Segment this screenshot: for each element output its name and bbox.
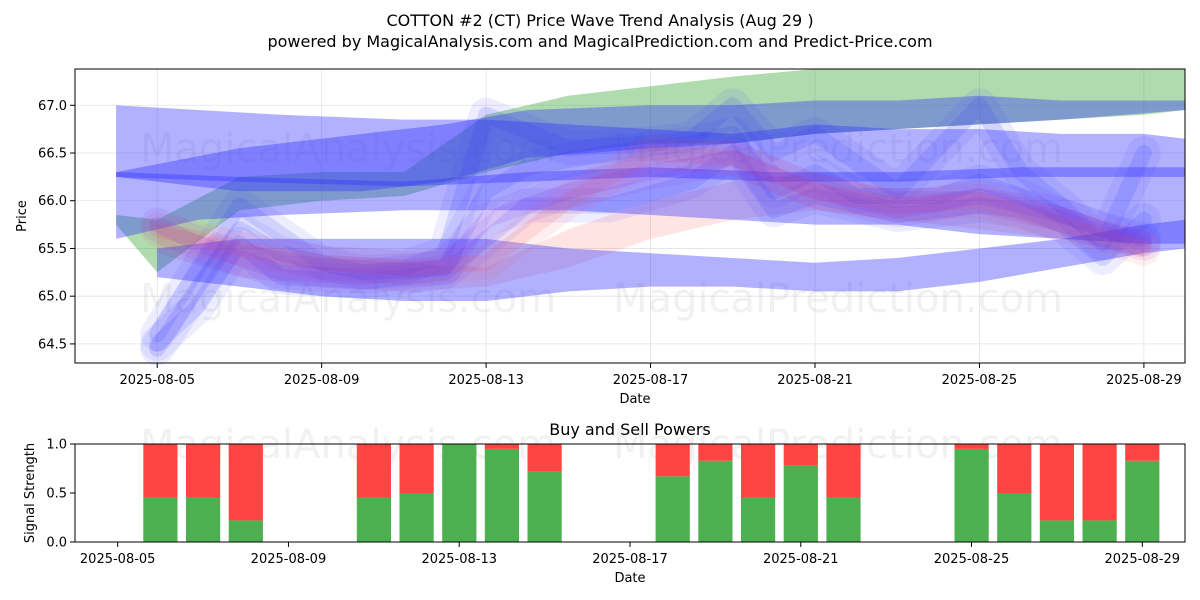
price-y-axis-label: Price	[15, 200, 30, 232]
sell-bar	[399, 444, 434, 493]
buy-bar	[997, 493, 1032, 542]
buy-bar	[356, 497, 391, 542]
wave-glow	[140, 116, 1161, 366]
x-tick-label: 2025-08-13	[421, 552, 497, 567]
sell-bar	[1039, 444, 1074, 521]
wave-path	[149, 125, 1152, 357]
price-y-ticks: 64.5 65.0 65.5 66.0 66.5 67.0	[38, 99, 75, 352]
signal-x-axis-label: Date	[614, 571, 645, 586]
signal-chart-title: Buy and Sell Powers	[549, 420, 711, 439]
buy-bar	[1125, 460, 1160, 542]
price-x-axis-label: Date	[619, 392, 650, 407]
blue-trend-band	[116, 167, 1186, 187]
y-tick-label: 65.0	[38, 290, 67, 305]
x-tick-label: 2025-08-09	[251, 552, 327, 567]
y-tick-label: 66.0	[38, 194, 67, 209]
sell-bar	[783, 444, 818, 466]
sell-bar	[997, 444, 1032, 493]
y-tick-label: 1.0	[46, 438, 67, 453]
x-tick-label: 2025-08-09	[284, 373, 360, 388]
y-tick-label: 67.0	[38, 99, 67, 114]
wave-glow	[140, 136, 1161, 285]
x-tick-label: 2025-08-29	[1105, 552, 1181, 567]
price-bands	[116, 69, 1186, 301]
sell-bar	[356, 444, 391, 498]
x-tick-label: 2025-08-21	[763, 552, 839, 567]
price-chart: MagicalAnalysis.com MagicalPrediction.co…	[15, 68, 1186, 407]
wave-path	[149, 145, 1152, 276]
price-waves	[140, 88, 1161, 366]
buy-bar	[143, 497, 178, 542]
signal-x-ticks: 2025-08-05 2025-08-09 2025-08-13 2025-08-17…	[80, 542, 1180, 567]
wave-glow	[140, 140, 1161, 295]
x-tick-label: 2025-08-21	[777, 373, 853, 388]
sell-bar	[1082, 444, 1117, 521]
sell-bar	[484, 444, 519, 449]
sell-bar	[1125, 444, 1160, 461]
chart-title: COTTON #2 (CT) Price Wave Trend Analysis…	[386, 11, 813, 30]
x-tick-label: 2025-08-17	[613, 373, 689, 388]
wave-glow	[140, 88, 1161, 352]
blue-trend-band	[157, 219, 1186, 301]
buy-bar	[698, 460, 733, 542]
price-grid	[75, 69, 1185, 363]
buy-bar	[783, 465, 818, 542]
x-tick-label: 2025-08-17	[592, 552, 668, 567]
buy-bar	[228, 520, 263, 542]
buy-bar	[442, 444, 477, 542]
buy-bar	[741, 497, 776, 542]
buy-bar	[954, 448, 989, 542]
buy-bar	[1082, 520, 1117, 542]
signal-y-axis-label: Signal Strength	[23, 443, 38, 543]
x-tick-label: 2025-08-25	[942, 373, 1018, 388]
x-tick-label: 2025-08-05	[80, 552, 156, 567]
y-tick-label: 64.5	[38, 337, 67, 352]
sell-bar	[655, 444, 690, 477]
x-tick-label: 2025-08-05	[119, 373, 195, 388]
y-tick-label: 66.5	[38, 147, 67, 162]
watermark-text: MagicalPrediction.com	[613, 276, 1063, 322]
buy-bar	[655, 476, 690, 542]
blue-trend-band	[116, 105, 1186, 244]
price-x-ticks: 2025-08-05 2025-08-09 2025-08-13 2025-08-17…	[119, 363, 1182, 388]
x-tick-label: 2025-08-13	[448, 373, 524, 388]
sell-bar	[954, 444, 989, 449]
y-tick-label: 65.5	[38, 242, 67, 257]
wave-path	[149, 97, 1152, 343]
buy-bar	[186, 497, 221, 542]
price-plot-frame	[74, 68, 1186, 364]
chart-subtitle: powered by MagicalAnalysis.com and Magic…	[267, 32, 932, 51]
buy-bar	[399, 493, 434, 542]
sell-bar	[527, 444, 562, 472]
buy-bar	[527, 471, 562, 542]
x-tick-label: 2025-08-29	[1106, 373, 1182, 388]
signal-bars	[143, 444, 1160, 542]
blue-trend-band	[116, 95, 1186, 192]
watermark-group: MagicalAnalysis.com MagicalPrediction.co…	[140, 126, 1063, 322]
sell-bar	[143, 444, 178, 498]
y-tick-label: 0.0	[46, 536, 67, 551]
buy-bar	[484, 448, 519, 542]
watermark-text: MagicalPrediction.com	[613, 126, 1063, 172]
watermark-text: MagicalAnalysis.com	[140, 276, 556, 322]
red-trend-band	[157, 172, 1144, 292]
wave-path	[149, 149, 1152, 286]
signal-chart: Buy and Sell Powers MagicalAnalysis.com …	[23, 420, 1186, 586]
buy-bar	[1039, 520, 1074, 542]
green-trend-band	[116, 69, 1186, 273]
wave-path	[149, 145, 1152, 352]
buy-bar	[826, 497, 861, 542]
wave-glow	[140, 136, 1161, 361]
x-tick-label: 2025-08-25	[934, 552, 1010, 567]
sell-bar	[826, 444, 861, 498]
sell-bar	[186, 444, 221, 498]
sell-bar	[698, 444, 733, 461]
watermark-text: MagicalAnalysis.com	[140, 126, 556, 172]
y-tick-label: 0.5	[46, 487, 67, 502]
sell-bar	[228, 444, 263, 521]
signal-y-ticks: 0.0 0.5 1.0	[46, 438, 75, 551]
sell-bar	[741, 444, 776, 498]
